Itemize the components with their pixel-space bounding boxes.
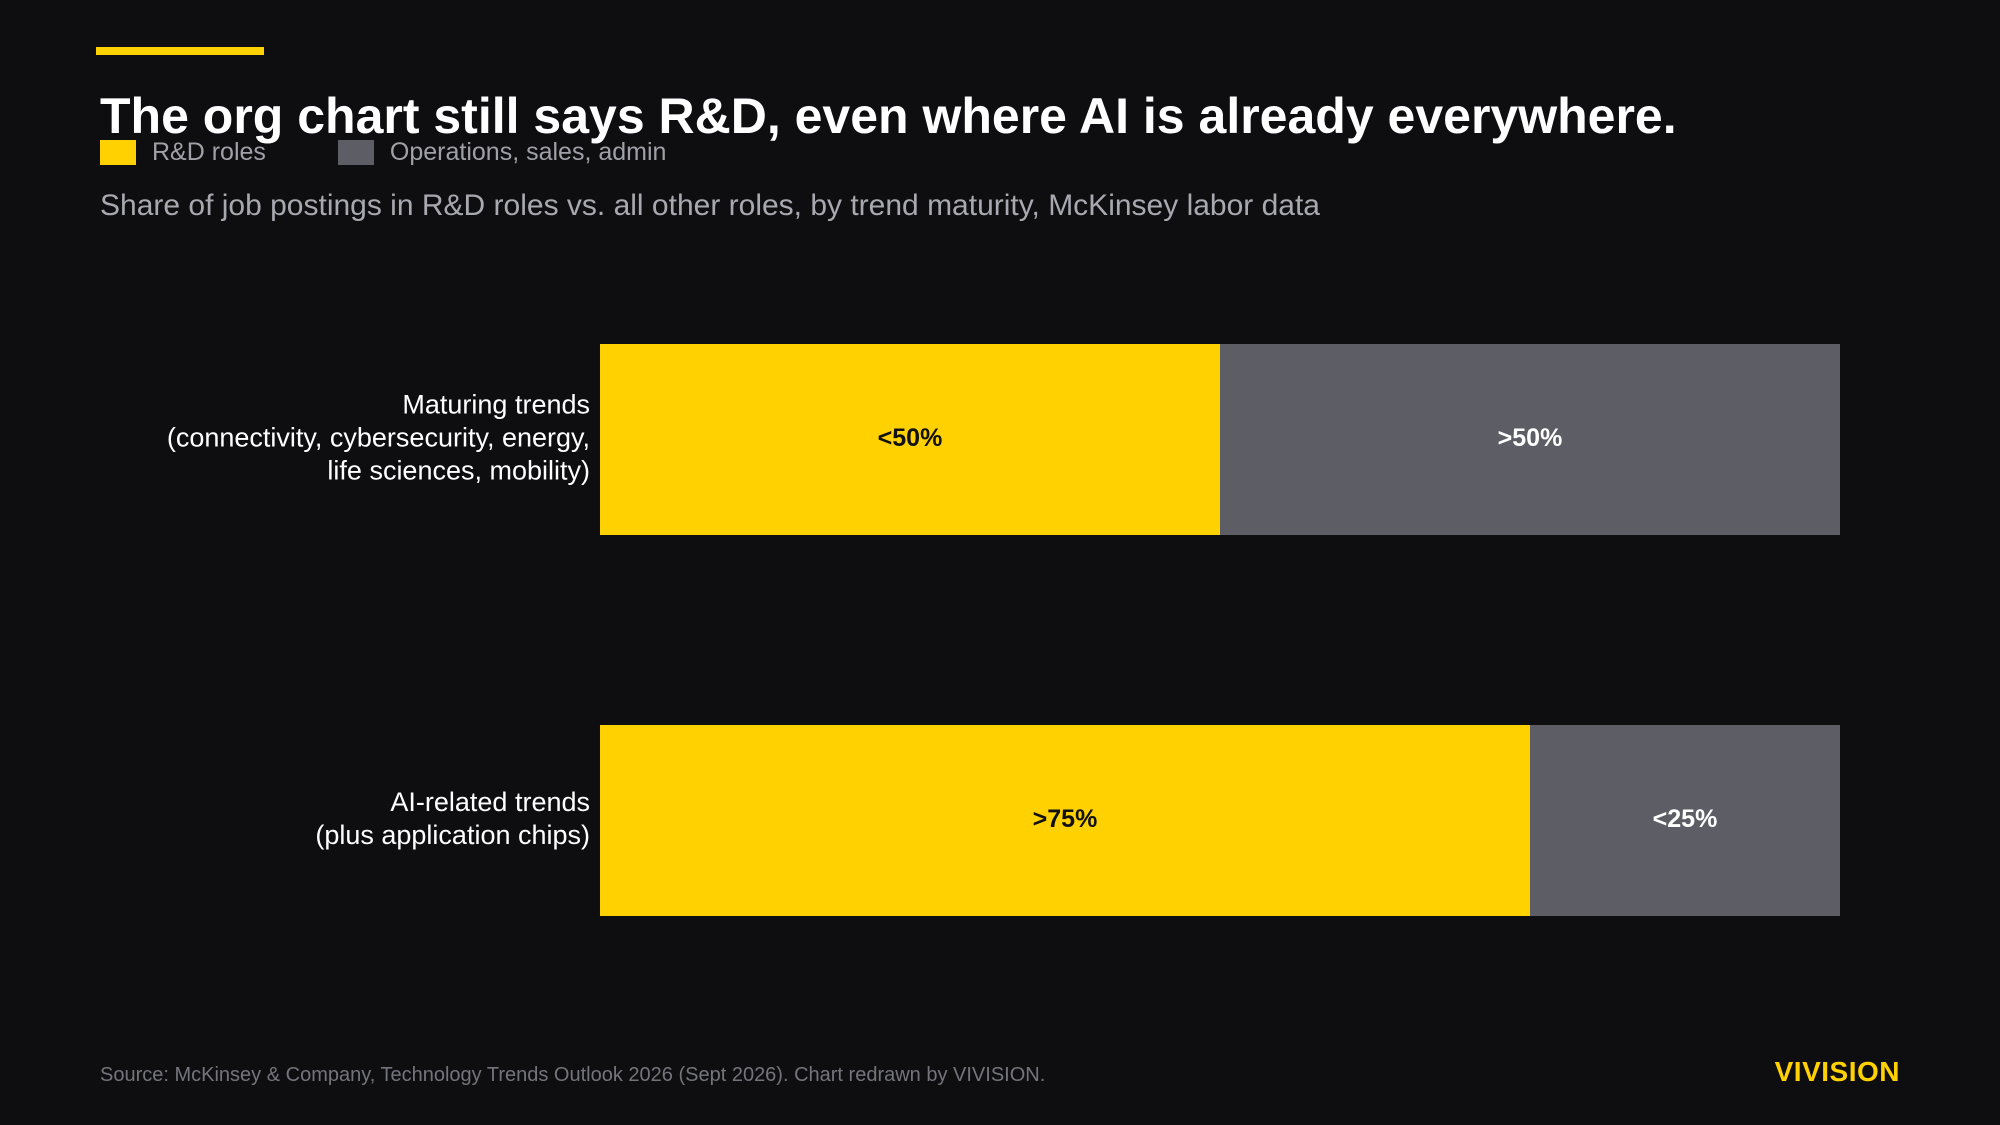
legend-item-rd: R&D roles (100, 136, 266, 168)
data-label: >75% (1033, 805, 1098, 833)
bar-segment-operations (1530, 725, 1840, 916)
bar-segment-rd (600, 725, 1530, 916)
category-label-line: life sciences, mobility) (327, 456, 590, 486)
legend-swatch-operations (337, 139, 374, 165)
bar-segment-operations (1220, 344, 1840, 535)
category-label-line: AI-related trends (390, 787, 590, 817)
category-label: AI-related trends (plus application chips… (315, 787, 590, 850)
legend: R&D roles Operations, sales, admin (100, 136, 738, 168)
category-label: Maturing trends (connectivity, cybersecur… (167, 390, 590, 486)
category-label-line: (plus application chips) (315, 820, 590, 850)
brand-logo: VIVISION (1774, 1056, 1900, 1087)
data-label: <25% (1653, 805, 1718, 833)
data-label: >50% (1498, 424, 1563, 452)
category-label-line: Maturing trends (402, 390, 590, 420)
accent-bar (96, 47, 264, 55)
legend-label-rd: R&D roles (152, 138, 266, 166)
data-label: <50% (878, 424, 943, 452)
category-label-line: (connectivity, cybersecurity, energy, (167, 423, 590, 453)
chart-title: The org chart still says R&D, even where… (100, 88, 1677, 144)
legend-swatch-rd (100, 139, 136, 165)
legend-item-operations: Operations, sales, admin (337, 136, 667, 168)
source-note: Source: McKinsey & Company, Technology T… (100, 1064, 1046, 1086)
chart-subtitle: Share of job postings in R&D roles vs. a… (100, 189, 1320, 222)
bar-segment-rd (600, 344, 1220, 535)
legend-label-operations: Operations, sales, admin (389, 138, 667, 166)
